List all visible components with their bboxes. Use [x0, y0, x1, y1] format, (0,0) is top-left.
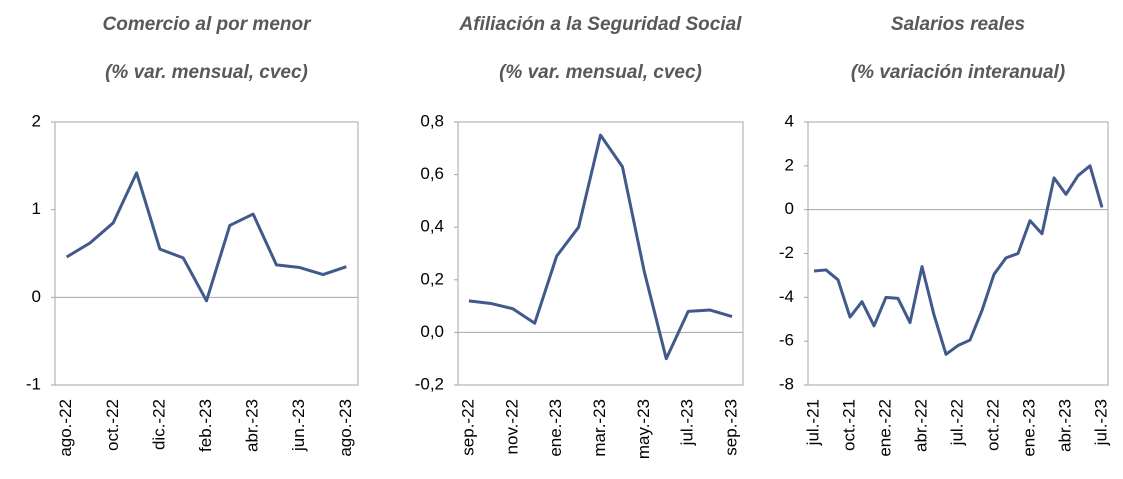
x-tick-label: mar.-23: [590, 399, 609, 457]
y-tick-label: 0,0: [420, 322, 444, 341]
x-tick-label: jul.-23: [1091, 399, 1110, 446]
y-tick-label: 2: [785, 155, 794, 174]
y-tick-label: -0,2: [415, 374, 444, 393]
x-tick-label: sep.-22: [458, 399, 477, 456]
chart-subtitle: (% variación interanual): [851, 62, 1065, 83]
x-tick-label: oct.-21: [839, 399, 858, 451]
x-tick-label: abr.-22: [911, 399, 930, 452]
y-tick-label: 1: [32, 199, 41, 218]
y-tick-label: 0,4: [420, 217, 444, 236]
x-tick-label: ene.-23: [546, 399, 565, 457]
chart: Salarios reales (% variación interanual) -…: [779, 14, 1111, 457]
y-tick-label: 2: [32, 111, 41, 130]
x-tick-label: jul.-23: [678, 399, 697, 446]
x-tick-label: oct.-22: [103, 399, 122, 451]
x-tick-label: may.-23: [634, 399, 653, 459]
chart-subtitle: (% var. mensual, cvec): [105, 62, 308, 83]
x-tick-label: ene.-22: [875, 399, 894, 457]
y-tick-label: 0,6: [420, 164, 444, 183]
x-tick-label: ene.-23: [1019, 399, 1038, 457]
chart-title: Afiliación a la Seguridad Social: [459, 14, 743, 35]
plot-border: [54, 121, 359, 386]
x-tick-label: ago.-23: [336, 399, 355, 457]
x-tick-label: jun.-23: [289, 399, 308, 452]
y-tick-label: -6: [779, 331, 794, 350]
x-tick-label: nov.-22: [502, 399, 521, 454]
y-tick-label: 0,2: [420, 269, 444, 288]
x-tick-label: oct.-22: [983, 399, 1002, 451]
y-tick-label: 0: [32, 287, 41, 306]
line-series: [468, 133, 733, 361]
x-tick-label: abr.-23: [1055, 399, 1074, 452]
chart-subtitle: (% var. mensual, cvec): [499, 62, 702, 83]
x-tick-label: ago.-22: [56, 399, 75, 457]
x-tick-label: sep.-23: [722, 399, 741, 456]
chart-title: Comercio al por menor: [103, 14, 313, 35]
x-tick-label: feb.-23: [196, 399, 215, 452]
x-tick-label: jul.-22: [947, 399, 966, 446]
y-tick-label: -2: [779, 243, 794, 262]
y-tick-label: -4: [779, 287, 794, 306]
y-tick-label: 0: [785, 199, 794, 218]
x-tick-label: abr.-23: [243, 399, 262, 452]
y-tick-label: 0,8: [420, 111, 444, 130]
chart: Comercio al por menor (% var. mensual, cv…: [26, 14, 359, 457]
chart-title: Salarios reales: [891, 14, 1025, 35]
y-tick-label: -1: [26, 374, 41, 393]
line-series: [813, 164, 1104, 356]
line-series: [65, 171, 347, 303]
x-tick-label: jul.-21: [803, 399, 822, 446]
y-tick-label: -8: [779, 374, 794, 393]
x-tick-label: dic.-22: [149, 399, 168, 450]
y-tick-label: 4: [785, 111, 794, 130]
plot-border: [457, 121, 744, 386]
chart: Afiliación a la Seguridad Social (% var. …: [415, 14, 744, 459]
